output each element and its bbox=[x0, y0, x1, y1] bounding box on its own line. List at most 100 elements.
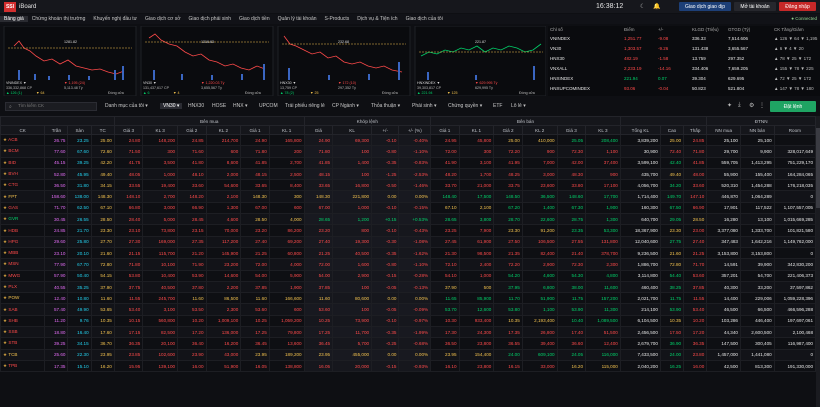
column-header[interactable]: CK bbox=[0, 125, 46, 135]
table-row[interactable]: ★ SSB 18.80 16.40 17.60 17.15 82,500 17.20 136,… bbox=[0, 326, 817, 339]
table-row[interactable]: ★ GVR 30.45 26.55 28.50 28.40 5,000 28.45 4,600… bbox=[0, 213, 817, 226]
star-icon[interactable]: ★ bbox=[3, 272, 9, 278]
symbol-cell[interactable]: ★ POW bbox=[0, 292, 46, 305]
filter-tab[interactable]: ETF bbox=[493, 103, 503, 109]
bell-icon[interactable]: 🔔 bbox=[653, 4, 661, 10]
column-header[interactable]: KL 2 bbox=[205, 125, 242, 135]
index-name[interactable]: HNXINDEX bbox=[550, 76, 574, 81]
symbol[interactable]: PLX bbox=[8, 284, 18, 289]
symbol-cell[interactable]: ★ SAB bbox=[0, 303, 46, 316]
nav-item[interactable]: Bảng giá bbox=[0, 16, 28, 22]
filter-tab[interactable]: Lô lẻ ▾ bbox=[511, 103, 526, 109]
column-header[interactable]: Giá bbox=[303, 125, 334, 135]
table-row[interactable]: ★ SAB 57.40 49.90 53.65 53.40 3,100 53.50 2,300… bbox=[0, 303, 817, 316]
nav-item[interactable]: Dịch vụ & Tiện ích bbox=[357, 16, 398, 22]
symbol[interactable]: BID bbox=[8, 159, 17, 165]
star-icon[interactable]: ★ bbox=[3, 216, 9, 222]
order-button[interactable]: Đặt lệnh bbox=[770, 101, 816, 112]
filter-tab[interactable]: HNX ▾ bbox=[233, 103, 248, 109]
symbol-cell[interactable]: ★ HDB bbox=[0, 224, 46, 237]
index-name[interactable]: VN30 bbox=[550, 46, 562, 51]
index-name[interactable]: VNINDEX bbox=[550, 36, 571, 41]
star-icon[interactable]: ★ bbox=[3, 193, 9, 199]
star-icon[interactable]: ★ bbox=[3, 363, 9, 369]
star-icon[interactable]: ★ bbox=[3, 204, 9, 210]
search-input[interactable]: ⌕ Tìm kiếm CK bbox=[5, 102, 97, 111]
symbol[interactable]: SAB bbox=[8, 306, 18, 312]
symbol[interactable]: SSB bbox=[8, 329, 18, 335]
column-header[interactable]: Thấp bbox=[683, 125, 708, 135]
symbol-cell[interactable]: ★ MSN bbox=[0, 258, 46, 271]
star-icon[interactable]: ★ bbox=[3, 284, 9, 289]
symbol-cell[interactable]: ★ MBB bbox=[0, 246, 46, 260]
column-header[interactable]: Cao bbox=[659, 125, 685, 135]
symbol[interactable]: BCM bbox=[8, 148, 19, 154]
filter-tab[interactable]: CP Ngành ▾ bbox=[332, 103, 359, 109]
table-row[interactable]: ★ GAS 71.70 62.50 67.10 66.80 3,000 66.90 1,300… bbox=[0, 201, 817, 215]
table-row[interactable]: ★ BVH 52.80 45.95 49.40 48.05 1,000 48.10 2,000… bbox=[0, 167, 817, 181]
login-button[interactable]: Đăng nhập bbox=[779, 2, 816, 11]
giao-dich-button[interactable]: Giao dịch giao dịp bbox=[679, 2, 731, 11]
symbol-cell[interactable]: ★ SHB bbox=[0, 314, 46, 328]
table-row[interactable]: ★ TCB 25.60 22.30 23.95 23.85 102,600 23.90 43,… bbox=[0, 348, 817, 361]
table-row[interactable]: ★ MSN 77.90 67.70 72.80 71.80 10,100 71.90 23,2… bbox=[0, 258, 817, 271]
symbol[interactable]: SHB bbox=[8, 317, 18, 323]
symbol[interactable]: MBB bbox=[8, 250, 19, 256]
star-icon[interactable]: ★ bbox=[3, 250, 9, 256]
symbol-cell[interactable]: ★ SSB bbox=[0, 326, 46, 339]
symbol-cell[interactable]: ★ TCB bbox=[0, 348, 46, 361]
symbol[interactable]: FPT bbox=[8, 193, 18, 199]
scrollbar[interactable] bbox=[816, 116, 820, 407]
column-header[interactable]: Giá 2 bbox=[177, 125, 207, 135]
filter-tab[interactable]: Danh mục của tôi ▾ bbox=[105, 103, 148, 109]
symbol-cell[interactable]: ★ MWG bbox=[0, 269, 46, 282]
star-icon[interactable]: ★ bbox=[3, 351, 9, 357]
table-row[interactable]: ★ MWG 57.90 50.40 54.15 53.80 10,400 53.90 14,6… bbox=[0, 269, 817, 282]
table-row[interactable]: ★ STB 39.25 34.15 36.70 36.35 20,100 36.40 16,2… bbox=[0, 337, 817, 350]
symbol[interactable]: MWG bbox=[8, 272, 21, 278]
column-header[interactable]: +/- bbox=[371, 125, 400, 135]
nav-item[interactable]: Giao dịch tiền bbox=[239, 16, 270, 22]
symbol-cell[interactable]: ★ FPT bbox=[0, 190, 46, 203]
symbol-cell[interactable]: ★ TPB bbox=[0, 359, 46, 373]
star-icon[interactable]: ★ bbox=[3, 238, 9, 244]
symbol[interactable]: ACB bbox=[8, 137, 18, 143]
symbol-cell[interactable]: ★ CTG bbox=[0, 179, 46, 192]
symbol-cell[interactable]: ★ STB bbox=[0, 337, 46, 350]
nav-item[interactable]: Chứng khoán thị trường bbox=[31, 16, 86, 22]
settings-icon[interactable]: ⚙ bbox=[749, 103, 755, 109]
more-icon[interactable]: ⋮ bbox=[759, 103, 765, 109]
nav-item[interactable]: Quản lý tài khoản bbox=[277, 16, 317, 22]
star-icon[interactable]: ★ bbox=[3, 317, 9, 323]
filter-tab[interactable]: HOSE bbox=[212, 103, 227, 109]
symbol-cell[interactable]: ★ BID bbox=[0, 156, 46, 169]
table-row[interactable]: ★ CTG 36.50 31.80 34.15 33.55 19,400 33.60 54,6… bbox=[0, 179, 817, 192]
column-header[interactable]: KL 1 bbox=[268, 125, 305, 135]
column-header[interactable]: NN mua bbox=[706, 125, 741, 135]
table-row[interactable]: ★ HPG 29.60 25.80 27.70 27.30 169,000 27.35 117… bbox=[0, 235, 817, 248]
table-row[interactable]: ★ POW 12.40 10.80 11.60 11.55 245,700 11.60 86,… bbox=[0, 292, 817, 305]
symbol[interactable]: HDB bbox=[8, 227, 19, 233]
star-icon[interactable]: ★ bbox=[3, 306, 9, 312]
filter-tab[interactable]: HNX30 bbox=[188, 103, 205, 109]
symbol[interactable]: HPG bbox=[8, 238, 19, 244]
star-icon[interactable]: ★ bbox=[3, 261, 9, 267]
star-icon[interactable]: ★ bbox=[3, 159, 9, 165]
filter-tab[interactable]: Thỏa thuận ▾ bbox=[371, 103, 401, 109]
symbol[interactable]: TPB bbox=[8, 363, 18, 369]
column-header[interactable]: Giá 3 bbox=[113, 125, 144, 135]
symbol[interactable]: TCB bbox=[8, 351, 18, 357]
column-header[interactable]: Tổng KL bbox=[619, 125, 661, 135]
ssi-logo[interactable]: SSI bbox=[4, 1, 16, 12]
column-header[interactable]: Sàn bbox=[67, 125, 92, 135]
symbol[interactable]: CTG bbox=[8, 182, 19, 188]
symbol-cell[interactable]: ★ ACB bbox=[0, 133, 46, 147]
star-icon[interactable]: ★ bbox=[3, 340, 9, 346]
star-icon[interactable]: ★ bbox=[3, 182, 9, 188]
index-name[interactable]: HNX30 bbox=[550, 56, 565, 61]
table-row[interactable]: ★ TPB 17.35 15.10 16.20 15.95 139,100 16.00 51,… bbox=[0, 359, 817, 373]
filter-tab[interactable]: Phái sinh ▾ bbox=[412, 103, 437, 109]
symbol-cell[interactable]: ★ BCM bbox=[0, 145, 46, 158]
moon-icon[interactable]: ☾ bbox=[640, 4, 646, 10]
table-row[interactable]: ★ BID 45.15 39.25 42.20 41.75 3,500 41.80 8,600… bbox=[0, 156, 817, 169]
